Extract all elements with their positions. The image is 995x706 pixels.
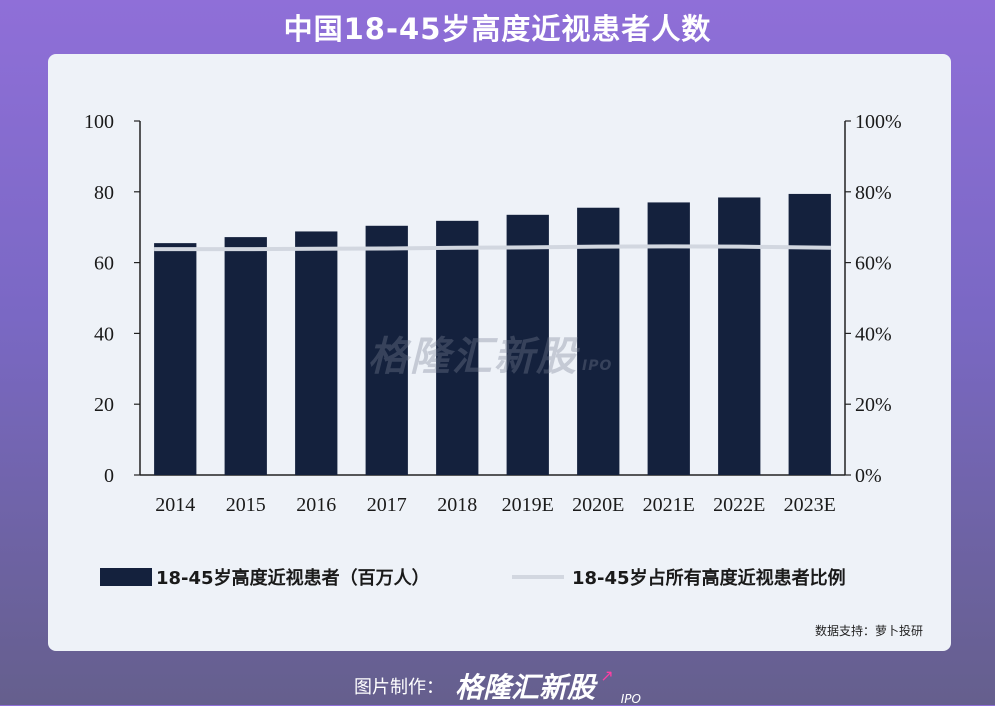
footer-brand-logo: 格隆汇新股 (455, 671, 596, 704)
legend-label-line: 18-45岁占所有高度近视患者比例 (572, 567, 846, 589)
legend-swatch-bars (100, 568, 152, 586)
x-tick-label: 2015 (226, 494, 266, 516)
footer-brand-ipo: IPO (620, 692, 641, 706)
line-point (527, 246, 529, 248)
bar (718, 197, 761, 476)
bar (154, 243, 197, 475)
y2-tick-label: 80% (855, 182, 892, 204)
bar (577, 207, 620, 476)
y-tick-label: 0 (104, 465, 114, 487)
chart-card: 0 20 40 60 80 100 0% 20% 40% 60% 80% 100% 2014 2015… (48, 54, 951, 651)
line-path (154, 244, 831, 252)
bar (365, 225, 408, 475)
x-tick-label: 2021E (643, 494, 695, 516)
chart-svg: 0 20 40 60 80 100 0% 20% 40% 60% 80% 100% 2014 2015… (84, 111, 902, 589)
line-point (245, 248, 247, 250)
bar (647, 202, 690, 476)
y-axis-right: 0% 20% 40% 60% 80% 100% (844, 111, 902, 487)
line-point (386, 247, 388, 249)
y-tick-label: 80 (94, 182, 114, 204)
line-point (738, 246, 740, 248)
x-tick-label: 2019E (502, 494, 554, 516)
x-tick-label: 2018 (437, 494, 477, 516)
y2-tick-label: 60% (855, 253, 892, 275)
line-point (315, 248, 317, 250)
x-tick-label: 2014 (155, 494, 195, 516)
x-tick-label: 2016 (296, 494, 336, 516)
page-title: 中国18-45岁高度近视患者人数 (283, 12, 712, 46)
line-point (597, 246, 599, 248)
line-point (830, 247, 832, 249)
y2-tick-label: 40% (855, 323, 892, 345)
y2-tick-label: 100% (855, 111, 902, 133)
watermark: 格隆汇新股 IPO (368, 334, 613, 380)
bar (506, 214, 549, 475)
x-tick-label: 2017 (367, 494, 407, 516)
bar (788, 193, 831, 475)
bar (295, 231, 338, 475)
legend: 18-45岁高度近视患者（百万人） 18-45岁占所有高度近视患者比例 (100, 567, 846, 589)
source-note: 数据支持：萝卜投研 (814, 624, 923, 638)
y-tick-label: 40 (94, 323, 114, 345)
x-tick-label: 2020E (572, 494, 624, 516)
x-tick-label: 2022E (713, 494, 765, 516)
line-point (153, 248, 155, 250)
bar (436, 220, 479, 475)
y-tick-label: 100 (84, 111, 114, 133)
footer-made-by: 图片制作： (354, 677, 445, 698)
bar (224, 237, 267, 475)
x-tick-label: 2023E (784, 494, 836, 516)
arrow-icon: ↗ (600, 666, 614, 685)
y-axis-left: 0 20 40 60 80 100 (84, 111, 141, 487)
line-point (456, 247, 458, 249)
line-series (153, 244, 832, 252)
y2-tick-label: 0% (855, 465, 882, 487)
y-tick-label: 60 (94, 253, 114, 275)
x-axis: 2014 2015 2016 2017 2018 2019E 2020E 2021E 2022E… (140, 474, 845, 516)
y-tick-label: 20 (94, 394, 114, 416)
line-point (668, 245, 670, 247)
footer: 图片制作： 格隆汇新股 ↗ IPO (0, 666, 995, 706)
y2-tick-label: 20% (855, 394, 892, 416)
legend-label-bars: 18-45岁高度近视患者（百万人） (156, 567, 430, 589)
